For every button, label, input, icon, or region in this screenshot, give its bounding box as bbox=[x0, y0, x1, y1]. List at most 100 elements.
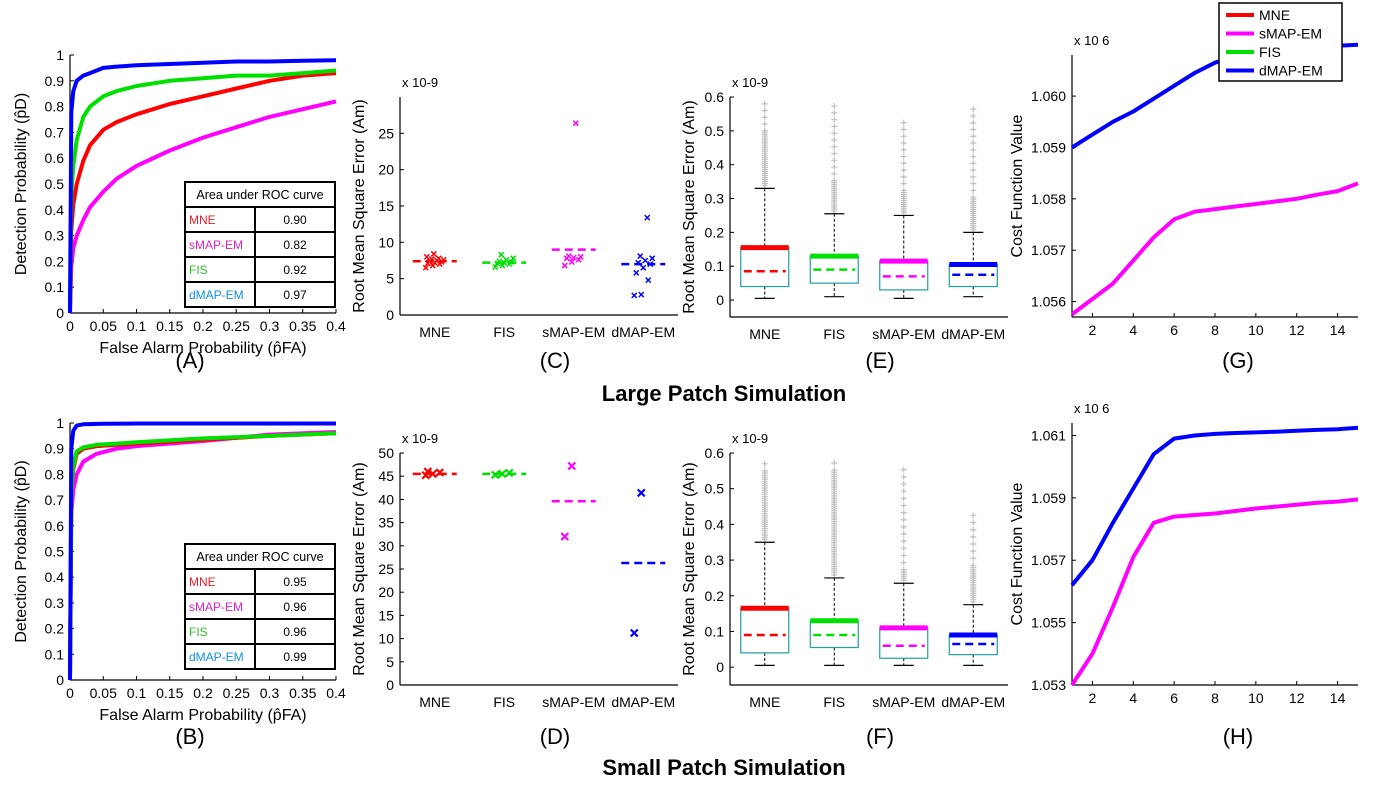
chart-e: 0 0.1 0.2 0.3 0.4 0.5 0.6 MNE FIS sMAP-EM dMAP-EM R… bbox=[681, 75, 1008, 373]
auc-method-label: MNE bbox=[189, 213, 216, 227]
y-axis-label: Root Mean Square Error (Am) bbox=[681, 462, 698, 675]
outlier-point bbox=[831, 467, 838, 474]
outlier-point bbox=[970, 153, 977, 160]
y-axis-label: Root Mean Square Error (Am) bbox=[351, 462, 368, 675]
y-axis-label: Root Mean Square Error (Am) bbox=[351, 99, 368, 312]
y-tick-label: 0.5 bbox=[45, 544, 65, 560]
x-tick-label: dMAP-EM bbox=[941, 326, 1005, 342]
y-tick-label: 0.4 bbox=[705, 157, 725, 173]
outlier-point bbox=[761, 107, 768, 114]
x-tick-label: 6 bbox=[1170, 690, 1178, 706]
outlier-point bbox=[831, 103, 838, 110]
outlier-point bbox=[831, 459, 838, 466]
y-tick-label: 0.4 bbox=[45, 569, 65, 585]
y-tick-label: 0.6 bbox=[705, 89, 725, 105]
x-tick-label: 0.25 bbox=[223, 685, 250, 701]
data-point bbox=[492, 264, 499, 271]
panel-caption: (F) bbox=[866, 724, 894, 749]
outlier-point bbox=[970, 146, 977, 153]
x-tick-label: 0.35 bbox=[289, 318, 316, 334]
y-tick-label: 0.1 bbox=[705, 258, 725, 274]
x-tick-label: 0.2 bbox=[193, 318, 213, 334]
data-point bbox=[635, 259, 642, 266]
y-tick-label: 0.2 bbox=[705, 224, 725, 240]
y-axis-label: Detection Probability (p̂D) bbox=[13, 93, 30, 275]
y-tick-label: 1 bbox=[56, 415, 64, 431]
outlier-point bbox=[900, 180, 907, 187]
outlier-point bbox=[970, 533, 977, 540]
auc-table-frame bbox=[184, 181, 336, 308]
y-tick-label: 0.6 bbox=[45, 150, 65, 166]
chart-c: 0 5 10 15 20 25 MNE FIS sMAP-EM dMAP-EM Root Mean … bbox=[351, 75, 678, 373]
y-tick-label: 0.1 bbox=[45, 279, 65, 295]
data-point bbox=[644, 214, 651, 221]
y-tick-label: 0.9 bbox=[45, 441, 65, 457]
section-title-large: Large Patch Simulation bbox=[602, 381, 847, 406]
outlier-point bbox=[970, 112, 977, 119]
y-tick-label: 1.059 bbox=[1031, 139, 1066, 155]
auc-value: 0.99 bbox=[283, 650, 307, 664]
outlier-point bbox=[900, 545, 907, 552]
auc-value: 0.92 bbox=[283, 263, 307, 277]
series-line bbox=[68, 421, 336, 681]
y-tick-label: 0.6 bbox=[45, 518, 65, 534]
outlier-point bbox=[970, 180, 977, 187]
outlier-point bbox=[900, 153, 907, 160]
x-tick-label: 0.2 bbox=[193, 685, 213, 701]
data-point bbox=[435, 255, 442, 262]
x-tick-label: 0.35 bbox=[289, 685, 316, 701]
x-tick-label: 4 bbox=[1129, 690, 1137, 706]
auc-value: 0.96 bbox=[283, 625, 307, 639]
outlier-point bbox=[900, 167, 907, 174]
series-line bbox=[68, 99, 337, 314]
panel-caption: (H) bbox=[1223, 724, 1254, 749]
x-tick-label: 0.1 bbox=[127, 318, 147, 334]
auc-method-label: sMAP-EM bbox=[189, 600, 243, 614]
outlier-point bbox=[761, 467, 768, 474]
y-tick-label: 0 bbox=[56, 672, 64, 688]
section-title-small: Small Patch Simulation bbox=[602, 755, 845, 780]
box bbox=[740, 607, 790, 654]
outlier-point bbox=[970, 562, 977, 569]
chart-a: 0 0.1 0.2 0.3 0.4 0.5 0.6 0.7 0.8 0.9 1 0 0.05 0.1 0.1… bbox=[13, 47, 346, 373]
legend-label: MNE bbox=[1259, 7, 1290, 23]
y-tick-label: 1.056 bbox=[1031, 294, 1066, 310]
x-tick-label: MNE bbox=[749, 326, 780, 342]
data-point bbox=[577, 253, 584, 260]
y-exponent-label: x 10 6 bbox=[1074, 401, 1109, 416]
x-tick-label: 0.4 bbox=[326, 318, 346, 334]
y-tick-label: 0.8 bbox=[45, 466, 65, 482]
data-point bbox=[629, 628, 639, 638]
x-tick-label: 8 bbox=[1211, 690, 1219, 706]
legend-label: sMAP-EM bbox=[1259, 26, 1322, 42]
outlier-point bbox=[970, 519, 977, 526]
outlier-point bbox=[831, 170, 838, 177]
panel-caption: (G) bbox=[1222, 348, 1254, 373]
outlier-point bbox=[970, 119, 977, 126]
x-tick-label: 12 bbox=[1289, 322, 1305, 338]
data-point bbox=[490, 470, 500, 480]
data-point bbox=[572, 120, 579, 127]
outlier-point bbox=[761, 114, 768, 121]
data-point bbox=[498, 251, 505, 258]
y-tick-label: 45 bbox=[378, 468, 394, 484]
outlier-point bbox=[970, 133, 977, 140]
outlier-point bbox=[970, 167, 977, 174]
series-line bbox=[68, 68, 337, 314]
outlier-point bbox=[970, 187, 977, 194]
outlier-point bbox=[900, 119, 907, 126]
outlier-point bbox=[900, 495, 907, 502]
x-tick-label: 2 bbox=[1089, 690, 1097, 706]
y-tick-label: 1.059 bbox=[1031, 490, 1066, 506]
y-tick-label: 10 bbox=[378, 631, 394, 647]
y-tick-label: 0 bbox=[386, 307, 394, 323]
auc-value: 0.97 bbox=[283, 288, 307, 302]
x-tick-label: sMAP-EM bbox=[872, 326, 935, 342]
outlier-point bbox=[900, 488, 907, 495]
x-tick-label: FIS bbox=[823, 326, 845, 342]
chart-b: 0 0.1 0.2 0.3 0.4 0.5 0.6 0.7 0.8 0.9 1 0 0.05 0.1 0.1… bbox=[13, 415, 346, 749]
outlier-point bbox=[831, 123, 838, 130]
y-tick-label: 0.7 bbox=[45, 124, 65, 140]
data-point bbox=[561, 262, 568, 269]
x-tick-label: FIS bbox=[493, 324, 515, 340]
